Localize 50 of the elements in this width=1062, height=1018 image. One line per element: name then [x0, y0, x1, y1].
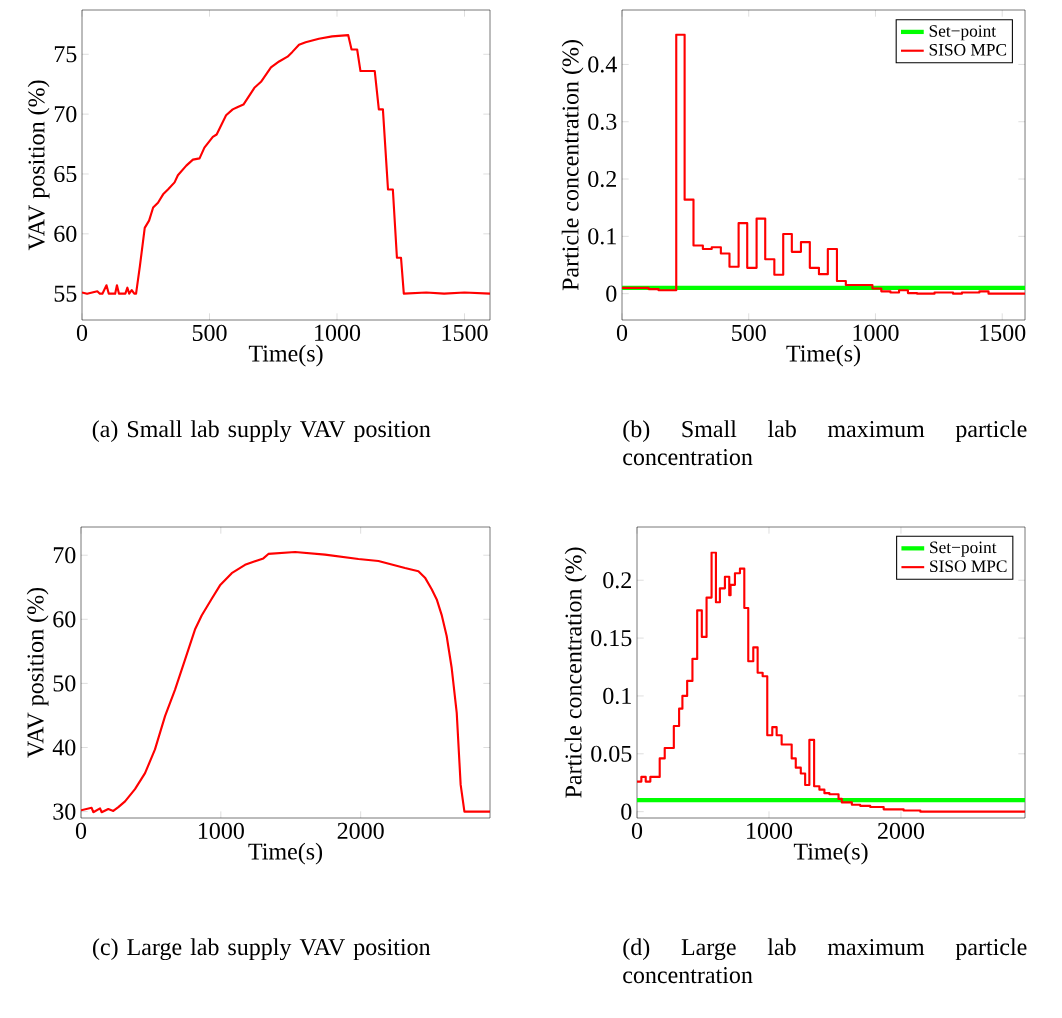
y-tick-label: 30 [53, 803, 76, 820]
x-axis-title: Time(s) [248, 842, 323, 865]
x-tick-label: 1000 [747, 822, 793, 839]
y-axis-title: Particle concentration (%) [564, 547, 587, 798]
y-tick-label: 0.2 [603, 572, 631, 589]
y-axis-title: VAV position (%) [26, 588, 49, 758]
y-tick-label: 65 [54, 165, 77, 183]
y-tick-label: 60 [53, 611, 76, 628]
y-axis-title: VAV position (%) [27, 80, 50, 251]
text: (b) Small lab maximum particle concentration [623, 420, 1027, 466]
text: (d) Large lab maximum particle concentration [623, 938, 1027, 984]
text: (c) Large lab supply VAV position [93, 938, 431, 961]
x-tick-label: 1000 [198, 822, 244, 839]
x-axis-title: Time(s) [793, 842, 868, 865]
line-series [82, 34, 491, 295]
legend-label: SISO MPC [929, 43, 1007, 56]
y-tick-label: 0.4 [588, 56, 617, 73]
x-tick-label: 1000 [853, 324, 899, 341]
y-tick-label: 70 [54, 106, 77, 123]
y-tick-label: 0 [621, 803, 632, 820]
y-tick-label: 0.15 [591, 629, 632, 647]
y-tick-label: 50 [53, 675, 76, 692]
y-axis-title: Particle concentration (%) [561, 40, 584, 291]
x-axis-title: Time(s) [248, 344, 323, 367]
y-tick-label: 0.05 [591, 745, 632, 762]
y-tick-label: 0 [606, 285, 617, 302]
y-tick-label: 70 [53, 547, 76, 564]
x-axis-title: Time(s) [786, 344, 861, 367]
y-tick-label: 0.2 [588, 170, 616, 188]
legend-label: SISO MPC [930, 560, 1007, 573]
x-tick-label: 2000 [337, 822, 384, 839]
x-tick-label: 0 [631, 822, 643, 839]
x-tick-label: 500 [732, 324, 766, 341]
y-tick-label: 0.1 [588, 228, 616, 245]
legend-label: Set−point [930, 541, 997, 557]
y-tick-label: 55 [54, 285, 77, 302]
x-tick-label: 1500 [442, 324, 488, 341]
y-tick-label: 75 [54, 46, 77, 63]
x-tick-label: 0 [76, 324, 88, 341]
text: (a) Small lab supply VAV position [92, 420, 431, 443]
x-tick-label: 1500 [980, 324, 1026, 341]
x-tick-label: 2000 [878, 822, 925, 839]
y-tick-label: 0.1 [603, 687, 631, 705]
y-tick-label: 40 [52, 739, 76, 756]
line-series [81, 550, 491, 814]
x-tick-label: 500 [192, 324, 227, 341]
x-tick-label: 1000 [315, 324, 361, 341]
y-tick-label: 0.3 [588, 113, 617, 130]
y-tick-label: 60 [54, 225, 77, 242]
legend-label: Set−point [929, 25, 996, 41]
